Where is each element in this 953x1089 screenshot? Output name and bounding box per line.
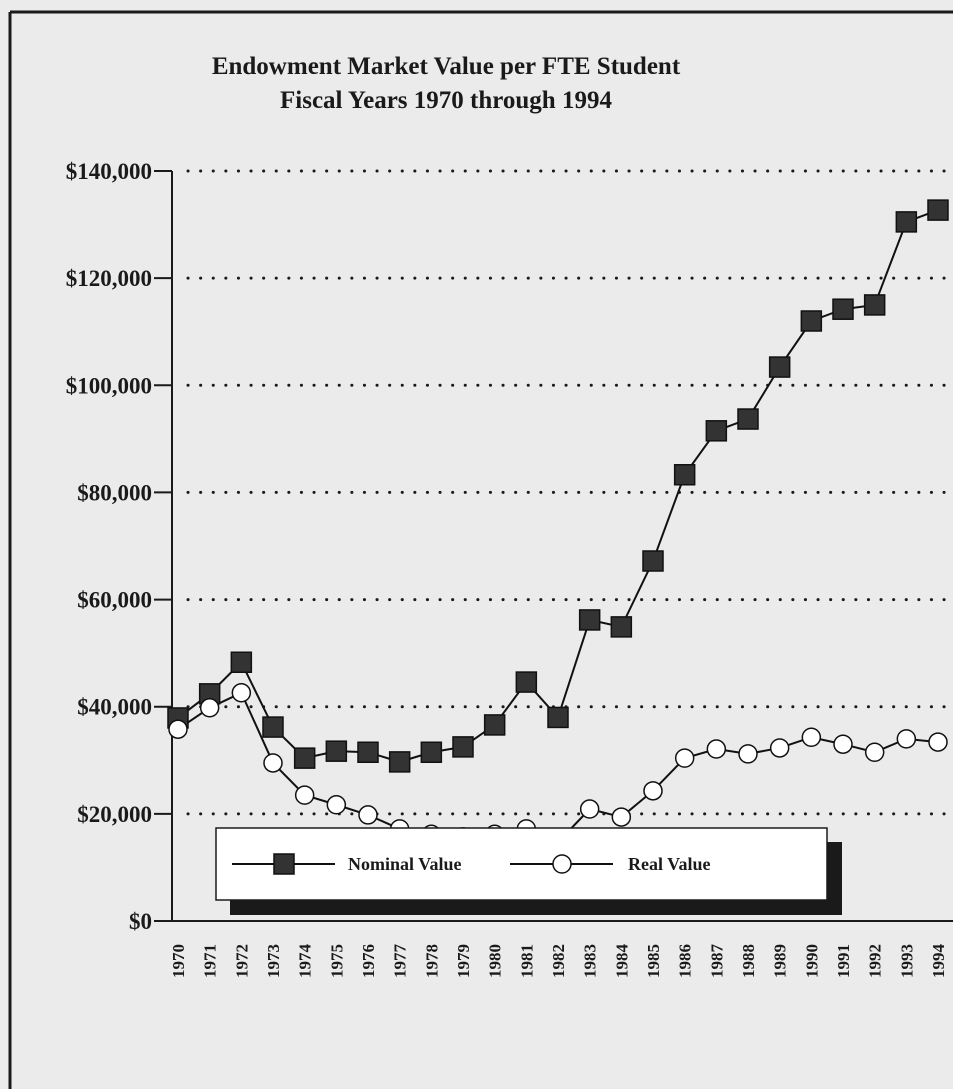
legend-label: Nominal Value <box>348 854 462 874</box>
x-tick-label: 1985 <box>644 944 663 978</box>
marker <box>293 747 316 769</box>
x-tick-label: 1978 <box>422 944 441 978</box>
x-tick-label: 1973 <box>264 944 283 978</box>
y-tick-label: $40,000 <box>77 695 152 720</box>
x-tick-label: 1980 <box>486 944 505 978</box>
marker <box>705 420 728 442</box>
x-tick-label: 1989 <box>771 944 790 978</box>
x-tick-label: 1981 <box>517 944 536 978</box>
marker <box>864 742 885 762</box>
marker <box>168 719 188 739</box>
chart-subtitle: Fiscal Years 1970 through 1994 <box>280 87 612 114</box>
x-tick-label: 1975 <box>327 944 346 978</box>
marker <box>833 734 853 754</box>
marker <box>896 729 917 749</box>
marker <box>230 651 253 673</box>
marker <box>738 744 758 764</box>
y-tick-label: $140,000 <box>66 159 152 184</box>
marker <box>358 805 378 825</box>
marker <box>610 616 633 638</box>
x-tick-label: 1984 <box>612 944 631 979</box>
chart-title: Endowment Market Value per FTE Student <box>212 53 681 80</box>
x-tick-label: 1974 <box>296 944 315 979</box>
marker <box>578 609 601 631</box>
y-tick-label: $0 <box>129 909 152 934</box>
marker <box>547 706 569 729</box>
marker <box>483 714 506 736</box>
marker <box>325 740 348 762</box>
x-tick-label: 1994 <box>929 944 948 979</box>
y-tick-label: $80,000 <box>77 480 152 505</box>
marker <box>552 854 572 874</box>
marker <box>611 807 632 827</box>
marker <box>737 408 759 430</box>
marker <box>928 732 948 752</box>
x-tick-label: 1970 <box>169 944 188 978</box>
marker <box>927 199 949 221</box>
y-tick-label: $60,000 <box>77 588 152 613</box>
marker <box>231 683 252 703</box>
marker <box>769 738 790 758</box>
marker <box>800 310 823 332</box>
series-line <box>177 209 939 763</box>
legend: Nominal Value Real Value <box>215 827 842 915</box>
x-tick-label: 1993 <box>897 944 916 978</box>
marker <box>388 751 411 773</box>
marker <box>326 795 347 815</box>
marker <box>895 211 918 233</box>
marker <box>643 781 663 801</box>
x-tick-label: 1971 <box>201 944 220 978</box>
marker <box>801 727 822 747</box>
marker <box>420 741 443 763</box>
x-tick-label: 1983 <box>581 944 600 978</box>
x-tick-label: 1977 <box>391 944 410 979</box>
marker <box>863 294 886 316</box>
y-tick-label: $20,000 <box>77 802 152 827</box>
marker <box>199 698 220 718</box>
x-tick-label: 1992 <box>866 944 885 978</box>
marker <box>642 550 664 572</box>
marker <box>452 736 474 758</box>
x-tick-label: 1986 <box>676 944 695 978</box>
y-tick-label: $120,000 <box>66 266 152 291</box>
marker <box>515 671 538 693</box>
marker <box>832 298 854 320</box>
x-tick-label: 1979 <box>454 944 473 978</box>
x-tick-label: 1972 <box>232 944 251 978</box>
x-tick-label: 1991 <box>834 944 853 978</box>
marker <box>674 748 695 768</box>
x-tick-label: 1976 <box>359 944 378 978</box>
marker <box>273 853 295 875</box>
x-tick-label: 1982 <box>549 944 568 978</box>
marker <box>706 739 727 759</box>
legend-label: Real Value <box>628 854 711 874</box>
x-tick-label: 1990 <box>802 944 821 978</box>
marker <box>357 741 379 763</box>
marker <box>294 785 315 805</box>
marker <box>768 356 791 378</box>
marker <box>579 799 600 819</box>
y-tick-label: $100,000 <box>66 373 152 398</box>
x-tick-label: 1988 <box>739 944 758 978</box>
marker <box>262 716 284 738</box>
marker <box>673 464 696 486</box>
x-tick-label: 1987 <box>707 944 726 979</box>
marker <box>263 753 283 773</box>
